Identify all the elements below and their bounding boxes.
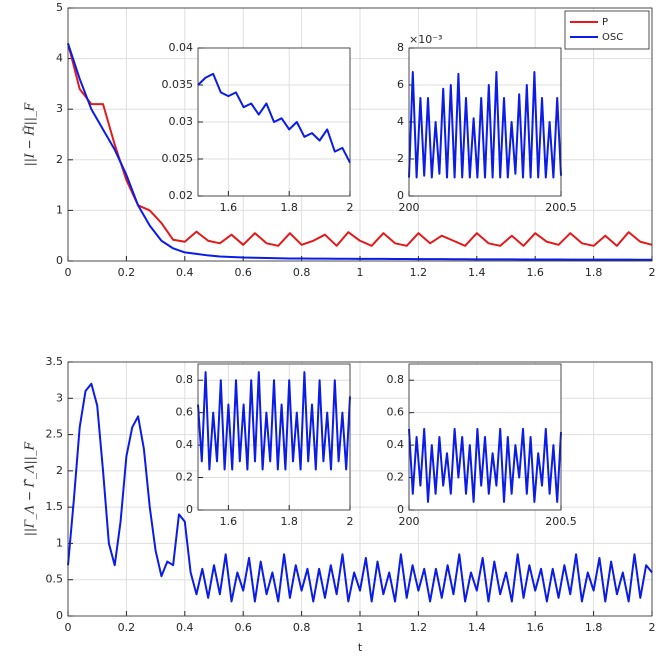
y-tick-label: 2.5 [46,428,64,441]
x-tick-label: 0.2 [118,621,136,634]
series-line [67,382,653,603]
axes-box [67,361,653,617]
legend-label: P [602,17,608,28]
y-tick-label: 2 [56,153,63,166]
y-tick-label: 0 [186,503,193,516]
axis-exponent: ×10⁻³ [409,33,442,46]
x-tick-label: 2 [649,266,656,279]
y-tick-label: 0.03 [169,115,194,128]
series-line [67,43,652,261]
x-tick-label: 1.6 [220,515,238,528]
x-tick-label: 0.2 [118,266,136,279]
y-tick-label: 1 [56,203,63,216]
y-tick-label: 0 [56,254,63,267]
y-tick-label: 0 [397,189,404,202]
x-tick-label: 1.6 [220,201,238,214]
y-tick-label: 3.5 [46,355,64,368]
x-tick-label: 2 [649,621,656,634]
y-tick-label: 4 [397,115,404,128]
y-tick-label: 0.4 [387,438,405,451]
y-tick-label: 5 [56,1,63,14]
y-tick-label: 1 [56,536,63,549]
x-tick-label: 1.6 [526,621,544,634]
x-tick-label: 0.8 [293,266,311,279]
x-tick-label: 0 [65,266,72,279]
axes: 1.6 1.8 2 0 0.2 0.4 0.6 0.8 [176,363,354,528]
x-tick-label: 1 [357,621,364,634]
y-tick-label: 0.02 [169,189,194,202]
x-tick-label: 1 [357,266,364,279]
y-tick-label: 2 [397,152,404,165]
y-tick-label: 0 [56,609,63,622]
axes-box [408,363,562,511]
x-tick-label: 1.4 [468,266,486,279]
y-tick-label: 0.2 [387,471,405,484]
x-tick-label: 1.8 [585,266,603,279]
y-tick-label: 4 [56,52,63,65]
series-line [197,72,351,164]
y-tick-label: 0.8 [387,373,405,386]
y-tick-label: 1.5 [46,500,64,513]
legend-label: OSC [602,32,623,43]
x-tick-label: 1.8 [280,515,298,528]
y-tick-label: 0 [397,503,404,516]
x-tick-label: 0.4 [176,621,194,634]
x-tick-label: 0.8 [293,621,311,634]
y-axis-label: ||I − H̃||_F [21,102,36,166]
y-tick-label: 3 [56,391,63,404]
y-tick-label: 0.2 [176,471,194,484]
x-tick-label: 1.2 [410,621,428,634]
axes: 200 200.5 0 2 4 6 8 ×10⁻³ [397,33,577,214]
y-axis-label: ||Γ_Λ − Γ̂_Λ||_F [23,441,37,536]
y-tick-label: 0.035 [162,78,194,91]
x-tick-label: 200.5 [545,515,577,528]
axes-box [197,363,351,511]
x-axis-label: t [358,641,363,654]
x-tick-label: 2 [347,201,354,214]
x-tick-label: 1.6 [526,266,544,279]
y-tick-label: 0.8 [176,373,194,386]
series-line [408,71,562,179]
x-tick-label: 1.2 [410,266,428,279]
x-tick-label: 2 [347,515,354,528]
x-tick-label: 0.4 [176,266,194,279]
x-tick-label: 200.5 [545,201,577,214]
x-tick-label: 1.4 [468,621,486,634]
y-tick-label: 0.025 [162,152,194,165]
x-tick-label: 0 [65,621,72,634]
axes: 1.6 1.8 2 0.02 0.025 0.03 0.035 0.04 [162,41,354,214]
x-tick-label: 0.6 [234,266,252,279]
legend-box [564,10,650,50]
series-line [197,371,351,471]
x-tick-label: 0.6 [234,621,252,634]
y-tick-label: 3 [56,102,63,115]
x-tick-label: 1.8 [585,621,603,634]
axes-box [197,47,351,197]
series-line [67,43,653,247]
series-line [408,427,562,503]
axes-box [67,7,653,262]
y-tick-label: 2 [56,464,63,477]
y-tick-label: 8 [397,41,404,54]
axes: 200 200.5 0 0.2 0.4 0.6 0.8 [387,363,577,528]
y-tick-label: 0.6 [176,406,194,419]
y-tick-label: 0.04 [169,41,194,54]
x-tick-label: 200 [399,201,420,214]
x-tick-label: 1.8 [280,201,298,214]
y-tick-label: 6 [397,78,404,91]
y-tick-label: 0.6 [387,406,405,419]
x-tick-label: 200 [399,515,420,528]
y-tick-label: 0.4 [176,438,194,451]
y-tick-label: 0.5 [46,573,64,586]
axes-box [408,47,562,197]
